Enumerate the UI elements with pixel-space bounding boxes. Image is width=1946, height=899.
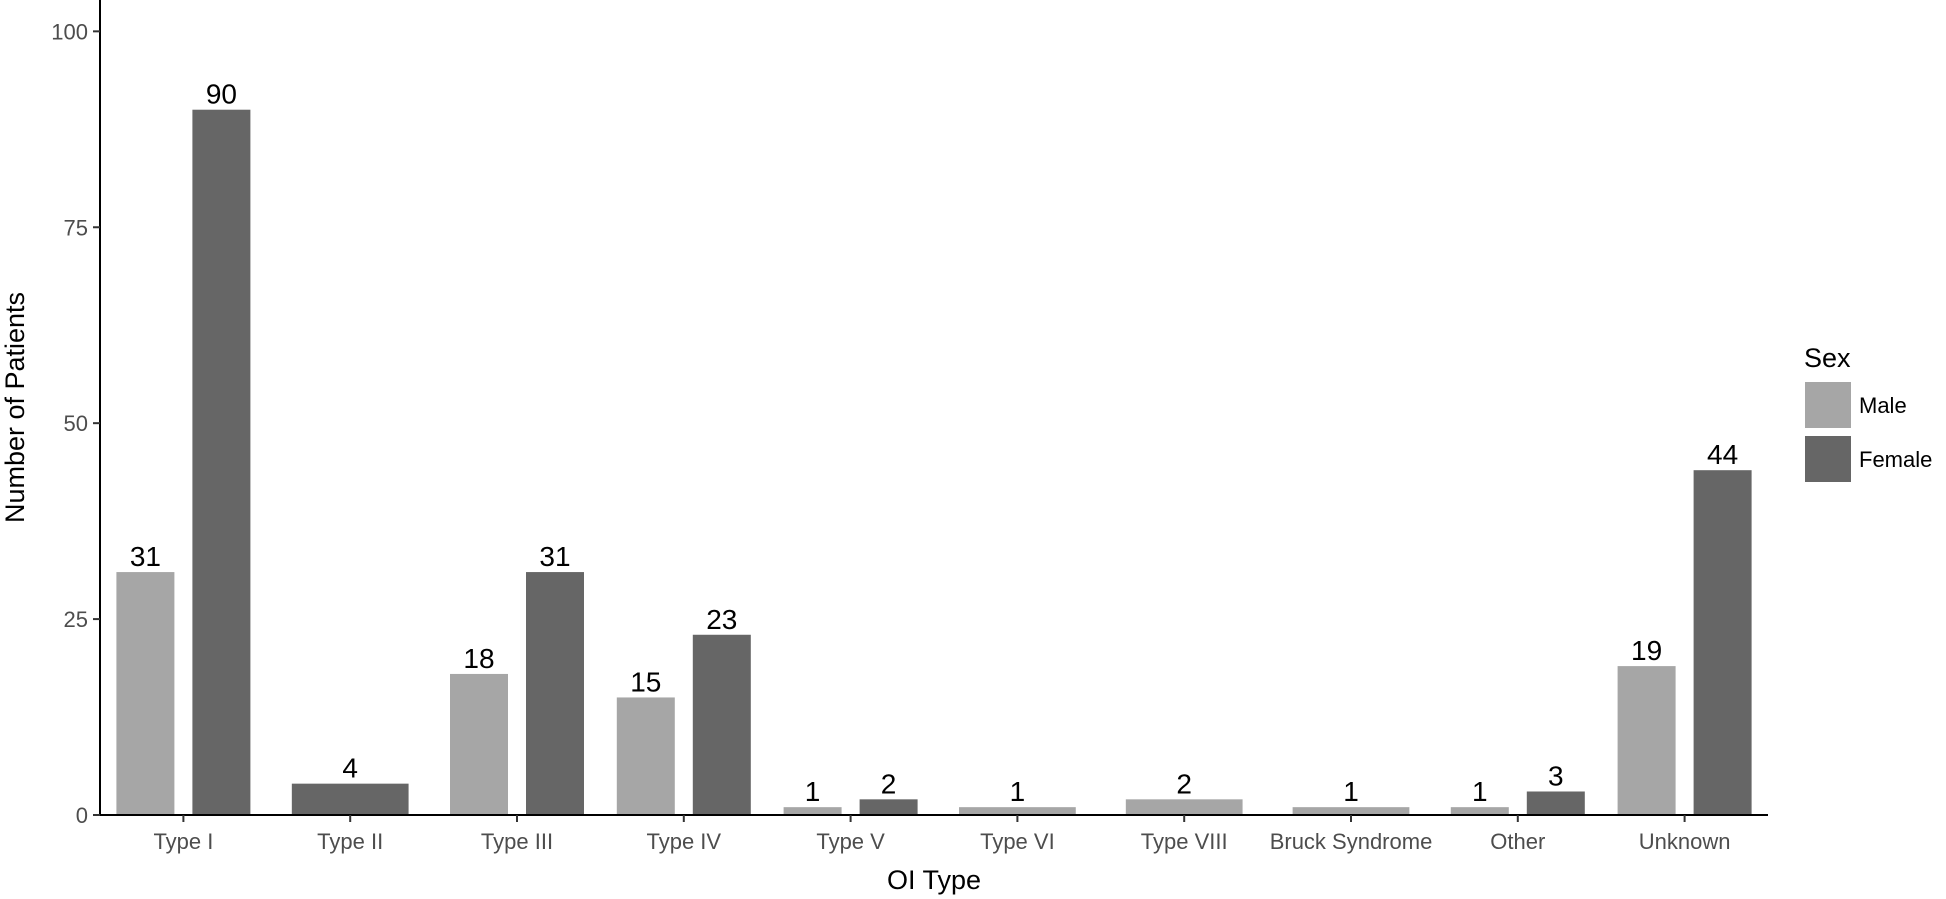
bar-male-9 bbox=[1617, 666, 1676, 815]
bar-label-male-7: 1 bbox=[1343, 776, 1359, 807]
bar-female-9 bbox=[1693, 470, 1752, 815]
bar-female-4 bbox=[859, 799, 918, 815]
x-axis-ticks: Type I Type II Type III Type IV Type V Type V… bbox=[153, 815, 1730, 854]
legend-label-female: Female bbox=[1859, 447, 1932, 472]
bar-male-3 bbox=[616, 697, 675, 815]
bar-label-female-2: 31 bbox=[539, 541, 570, 572]
bar-male-0 bbox=[116, 572, 175, 815]
x-tick-label-9: Unknown bbox=[1639, 829, 1731, 854]
bar-label-female-1: 4 bbox=[342, 753, 358, 784]
bar-label-male-8: 1 bbox=[1472, 776, 1488, 807]
bar-label-male-2: 18 bbox=[463, 643, 494, 674]
bar-female-8 bbox=[1526, 791, 1585, 815]
x-tick-label-1: Type II bbox=[317, 829, 383, 854]
bar-label-male-3: 15 bbox=[630, 666, 661, 697]
bar-label-male-4: 1 bbox=[805, 776, 821, 807]
bar-male-4 bbox=[783, 807, 842, 815]
x-tick-label-6: Type VIII bbox=[1141, 829, 1228, 854]
legend-swatch-male bbox=[1805, 382, 1851, 428]
y-axis-title: Number of Patients bbox=[0, 292, 30, 523]
legend-items: Male Female bbox=[1805, 382, 1932, 482]
bar-male-2 bbox=[450, 673, 508, 815]
bar-label-male-6: 2 bbox=[1176, 768, 1192, 799]
bar-label-female-8: 3 bbox=[1548, 760, 1564, 791]
legend-swatch-female bbox=[1805, 436, 1851, 482]
y-tick-label-0: 0 bbox=[76, 803, 88, 828]
bars-layer bbox=[116, 109, 1752, 815]
x-axis-title: OI Type bbox=[887, 865, 981, 895]
y-tick-label-75: 75 bbox=[64, 215, 88, 240]
bar-female-1 bbox=[291, 783, 409, 815]
bar-label-male-0: 31 bbox=[130, 541, 161, 572]
y-tick-label-25: 25 bbox=[64, 607, 88, 632]
bar-label-female-9: 44 bbox=[1707, 439, 1738, 470]
y-tick-label-50: 50 bbox=[64, 411, 88, 436]
bar-label-female-4: 2 bbox=[881, 768, 897, 799]
y-tick-label-100: 100 bbox=[51, 19, 88, 44]
bar-label-male-9: 19 bbox=[1631, 635, 1662, 666]
legend-label-male: Male bbox=[1859, 393, 1907, 418]
x-tick-label-8: Other bbox=[1490, 829, 1545, 854]
legend: Sex Male Female bbox=[1804, 343, 1932, 482]
x-tick-label-0: Type I bbox=[153, 829, 213, 854]
x-tick-label-7: Bruck Syndrome bbox=[1270, 829, 1433, 854]
bar-female-0 bbox=[192, 109, 251, 815]
bar-male-8 bbox=[1450, 807, 1509, 815]
x-tick-label-3: Type IV bbox=[647, 829, 722, 854]
legend-title: Sex bbox=[1804, 343, 1851, 373]
x-tick-label-2: Type III bbox=[481, 829, 553, 854]
bar-female-3 bbox=[692, 634, 751, 815]
x-tick-label-5: Type VI bbox=[980, 829, 1055, 854]
bar-label-female-0: 90 bbox=[206, 79, 237, 110]
bar-label-male-5: 1 bbox=[1010, 776, 1026, 807]
bar-female-2 bbox=[526, 572, 584, 815]
bar-male-6 bbox=[1125, 799, 1243, 815]
bar-male-7 bbox=[1292, 807, 1410, 815]
x-tick-label-4: Type V bbox=[816, 829, 885, 854]
y-axis-ticks: 0 25 50 75 100 bbox=[51, 19, 100, 828]
bar-male-5 bbox=[959, 807, 1076, 815]
bar-label-female-3: 23 bbox=[706, 604, 737, 635]
